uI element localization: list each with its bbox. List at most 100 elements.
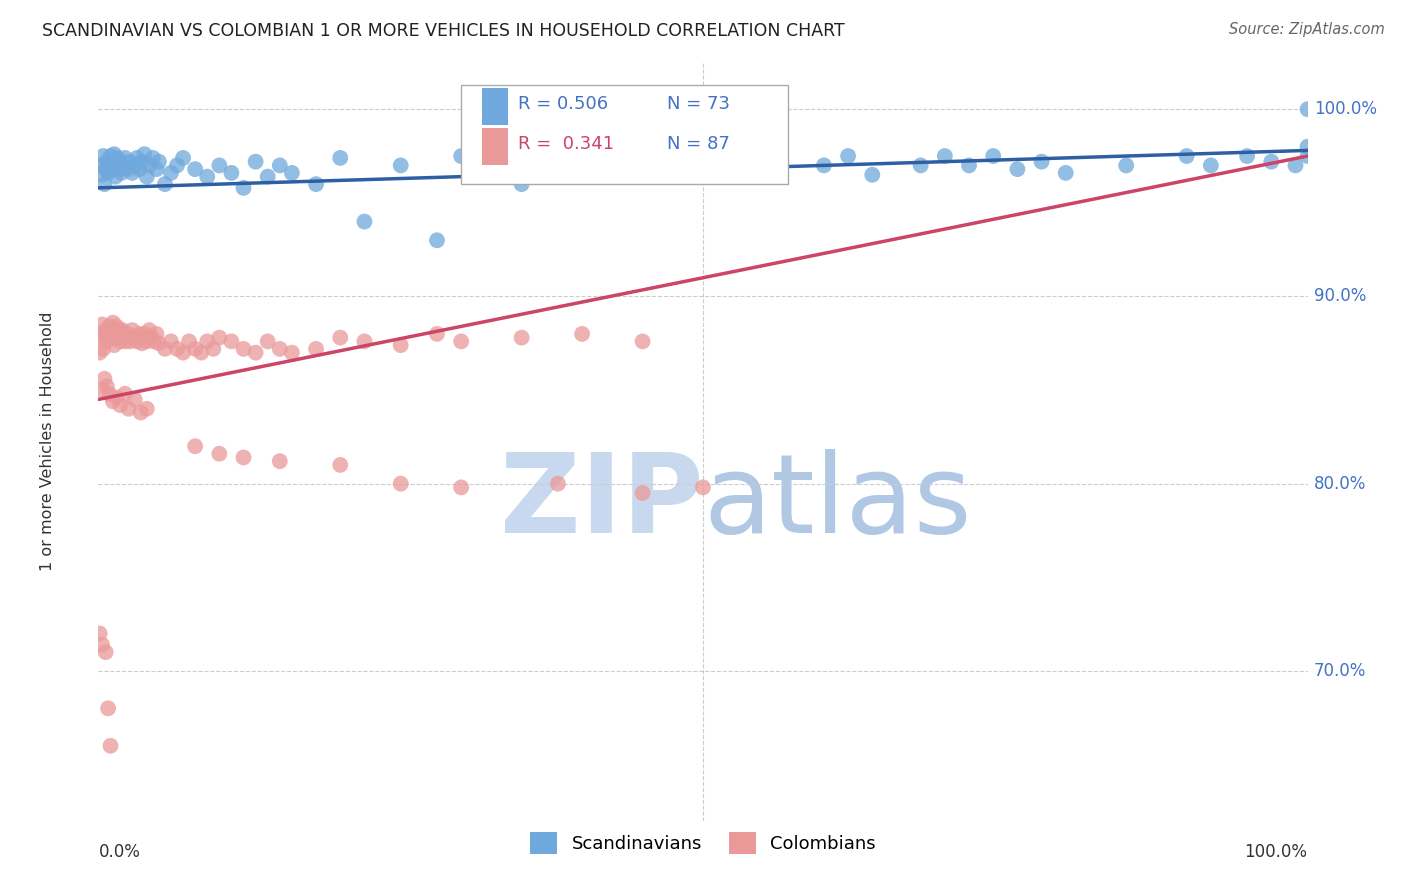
Point: [1236, 149, 1258, 163]
Text: atlas: atlas: [703, 449, 972, 556]
Point: [281, 166, 304, 180]
Point: [153, 342, 176, 356]
Point: [118, 334, 141, 349]
Point: [89, 345, 111, 359]
Point: [450, 334, 472, 349]
Text: SCANDINAVIAN VS COLOMBIAN 1 OR MORE VEHICLES IN HOUSEHOLD CORRELATION CHART: SCANDINAVIAN VS COLOMBIAN 1 OR MORE VEHI…: [42, 22, 845, 40]
Point: [135, 169, 157, 184]
Point: [128, 326, 150, 341]
Point: [957, 158, 980, 172]
Point: [1115, 158, 1137, 172]
Point: [172, 345, 194, 359]
Point: [97, 701, 120, 715]
Text: 70.0%: 70.0%: [1313, 662, 1367, 680]
Point: [571, 326, 593, 341]
Point: [138, 158, 160, 172]
Point: [145, 162, 167, 177]
Point: [692, 480, 714, 494]
Point: [208, 447, 231, 461]
Point: [184, 342, 207, 356]
Point: [131, 336, 153, 351]
Text: R = 0.506: R = 0.506: [517, 95, 609, 113]
Legend: Scandinavians, Colombians: Scandinavians, Colombians: [523, 824, 883, 861]
Point: [104, 326, 127, 341]
Point: [105, 319, 128, 334]
Point: [389, 338, 412, 352]
Text: ZIP: ZIP: [499, 449, 703, 556]
Point: [91, 149, 114, 163]
Point: [148, 336, 170, 351]
Point: [329, 151, 352, 165]
Point: [813, 158, 835, 172]
Text: 80.0%: 80.0%: [1313, 475, 1367, 492]
Point: [97, 166, 120, 180]
Point: [450, 480, 472, 494]
Point: [1296, 102, 1319, 116]
Point: [97, 326, 120, 341]
Point: [100, 739, 122, 753]
Point: [96, 379, 118, 393]
Point: [105, 158, 128, 172]
Point: [96, 334, 118, 349]
Point: [108, 323, 131, 337]
Point: [1284, 158, 1306, 172]
Bar: [482, 128, 509, 165]
Point: [184, 439, 207, 453]
Point: [93, 372, 115, 386]
Point: [94, 162, 117, 177]
Point: [195, 169, 218, 184]
Point: [547, 476, 569, 491]
Point: [281, 345, 304, 359]
Point: [208, 331, 231, 345]
Point: [108, 154, 131, 169]
Point: [353, 214, 375, 228]
Point: [245, 154, 267, 169]
Point: [1296, 149, 1319, 163]
Point: [179, 334, 201, 349]
Point: [114, 334, 136, 349]
Point: [93, 177, 115, 191]
Point: [114, 386, 136, 401]
Point: [269, 454, 291, 468]
Point: [153, 177, 176, 191]
Text: 90.0%: 90.0%: [1313, 287, 1367, 305]
Point: [107, 331, 129, 345]
Text: Source: ZipAtlas.com: Source: ZipAtlas.com: [1229, 22, 1385, 37]
Point: [195, 334, 218, 349]
Point: [111, 158, 134, 172]
Point: [103, 147, 125, 161]
Point: [134, 147, 156, 161]
Point: [94, 645, 117, 659]
Point: [101, 316, 124, 330]
Point: [860, 168, 883, 182]
Point: [111, 323, 134, 337]
Point: [142, 151, 165, 165]
Point: [232, 342, 254, 356]
Point: [1260, 154, 1282, 169]
Point: [910, 158, 932, 172]
Point: [129, 405, 152, 419]
Point: [1175, 149, 1198, 163]
Point: [107, 151, 129, 165]
Text: 0.0%: 0.0%: [98, 844, 141, 862]
FancyBboxPatch shape: [461, 85, 787, 184]
Point: [426, 326, 449, 341]
Point: [141, 331, 163, 345]
Point: [143, 334, 166, 349]
Point: [108, 398, 131, 412]
Point: [166, 342, 188, 356]
Point: [138, 323, 160, 337]
Point: [127, 334, 149, 349]
Point: [121, 166, 143, 180]
Text: N = 87: N = 87: [666, 136, 730, 153]
Text: 100.0%: 100.0%: [1313, 100, 1376, 119]
Point: [131, 154, 153, 169]
Bar: [482, 88, 509, 125]
Point: [124, 158, 146, 172]
Point: [190, 345, 212, 359]
Point: [172, 151, 194, 165]
Point: [89, 626, 111, 640]
Point: [110, 326, 132, 341]
Point: [160, 166, 183, 180]
Point: [1007, 162, 1029, 177]
